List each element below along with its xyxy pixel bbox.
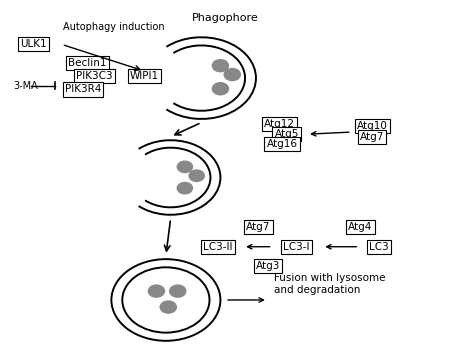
Text: 3-MA: 3-MA <box>13 81 38 91</box>
Text: LC3-II: LC3-II <box>203 242 233 252</box>
Circle shape <box>160 301 176 313</box>
Circle shape <box>148 285 164 297</box>
Text: Phagophore: Phagophore <box>192 13 258 23</box>
Text: LC3: LC3 <box>369 242 389 252</box>
Text: Atg3: Atg3 <box>255 261 280 271</box>
Text: ULK1: ULK1 <box>20 39 46 49</box>
Circle shape <box>212 83 228 95</box>
Circle shape <box>224 69 240 81</box>
Text: Atg5: Atg5 <box>274 129 299 139</box>
Text: LC3-I: LC3-I <box>283 242 310 252</box>
Text: Atg4: Atg4 <box>348 222 373 232</box>
Text: Atg7: Atg7 <box>246 222 271 232</box>
Circle shape <box>212 60 228 72</box>
Circle shape <box>177 161 192 173</box>
Text: Atg7: Atg7 <box>360 132 384 142</box>
Circle shape <box>189 170 204 181</box>
Text: Atg10: Atg10 <box>356 121 388 131</box>
Text: Beclin1: Beclin1 <box>68 58 107 68</box>
Circle shape <box>177 182 192 194</box>
Text: Fusion with lysosome
and degradation: Fusion with lysosome and degradation <box>274 273 385 295</box>
Text: PIK3R4: PIK3R4 <box>65 84 101 94</box>
Text: Atg12: Atg12 <box>264 119 295 129</box>
Text: Atg16: Atg16 <box>266 139 298 149</box>
Circle shape <box>170 285 186 297</box>
Text: PIK3C3: PIK3C3 <box>76 71 113 81</box>
Text: Autophagy induction: Autophagy induction <box>63 22 164 32</box>
Text: WIPI1: WIPI1 <box>130 71 159 81</box>
